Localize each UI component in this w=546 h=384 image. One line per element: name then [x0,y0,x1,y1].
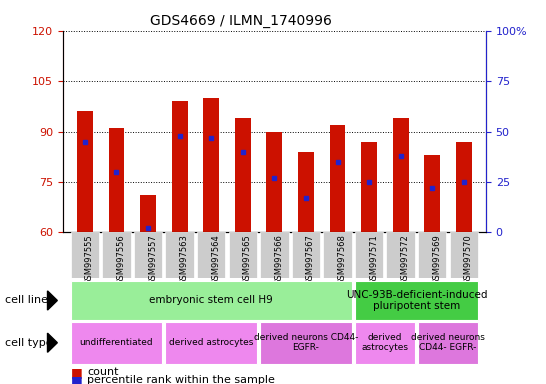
Title: GDS4669 / ILMN_1740996: GDS4669 / ILMN_1740996 [150,14,331,28]
Text: GSM997565: GSM997565 [243,235,252,285]
Text: undifferentiated: undifferentiated [80,338,153,347]
Bar [235,118,251,232]
FancyBboxPatch shape [355,232,383,278]
Text: GSM997568: GSM997568 [337,235,347,285]
Bar [203,98,219,232]
FancyBboxPatch shape [165,232,194,278]
Bar [361,142,377,232]
Bar [77,111,93,232]
FancyBboxPatch shape [449,232,478,278]
FancyBboxPatch shape [229,232,257,278]
Text: count: count [87,367,119,377]
Bar [355,321,415,364]
FancyBboxPatch shape [260,232,289,278]
FancyBboxPatch shape [134,232,162,278]
Bar [418,321,478,364]
Text: embryonic stem cell H9: embryonic stem cell H9 [150,295,273,306]
FancyBboxPatch shape [418,232,447,278]
Text: cell type: cell type [5,338,53,348]
Text: derived neurons CD44-
EGFR-: derived neurons CD44- EGFR- [254,333,358,353]
Bar [393,118,408,232]
Bar [172,101,187,232]
Bar [424,155,440,232]
Text: derived
astrocytes: derived astrocytes [361,333,408,353]
Text: derived neurons
CD44- EGFR-: derived neurons CD44- EGFR- [411,333,485,353]
Text: GSM997567: GSM997567 [306,235,315,285]
Text: ■: ■ [71,366,83,379]
Text: cell line: cell line [5,295,49,306]
Text: GSM997570: GSM997570 [464,235,473,285]
Text: ■: ■ [71,374,83,384]
Polygon shape [48,333,57,353]
Text: percentile rank within the sample: percentile rank within the sample [87,375,275,384]
Text: GSM997555: GSM997555 [85,235,94,285]
Text: UNC-93B-deficient-induced
pluripotent stem: UNC-93B-deficient-induced pluripotent st… [346,290,487,311]
Text: GSM997572: GSM997572 [401,235,410,285]
Bar [109,128,124,232]
Text: GSM997563: GSM997563 [180,235,188,285]
Bar [70,281,352,320]
Bar [456,142,472,232]
FancyBboxPatch shape [323,232,352,278]
FancyBboxPatch shape [292,232,320,278]
FancyBboxPatch shape [102,232,130,278]
Text: GSM997564: GSM997564 [211,235,220,285]
Polygon shape [48,291,57,310]
FancyBboxPatch shape [70,232,99,278]
Bar [355,281,478,320]
Bar [298,152,314,232]
Bar [70,321,162,364]
Text: GSM997566: GSM997566 [275,235,283,285]
FancyBboxPatch shape [387,232,415,278]
Text: GSM997571: GSM997571 [369,235,378,285]
Bar [266,131,282,232]
Bar [140,195,156,232]
Text: GSM997556: GSM997556 [116,235,126,285]
FancyBboxPatch shape [197,232,225,278]
Text: derived astrocytes: derived astrocytes [169,338,253,347]
Bar [330,125,346,232]
Text: GSM997557: GSM997557 [148,235,157,285]
Bar [260,321,352,364]
Bar [165,321,257,364]
Text: GSM997569: GSM997569 [432,235,441,285]
